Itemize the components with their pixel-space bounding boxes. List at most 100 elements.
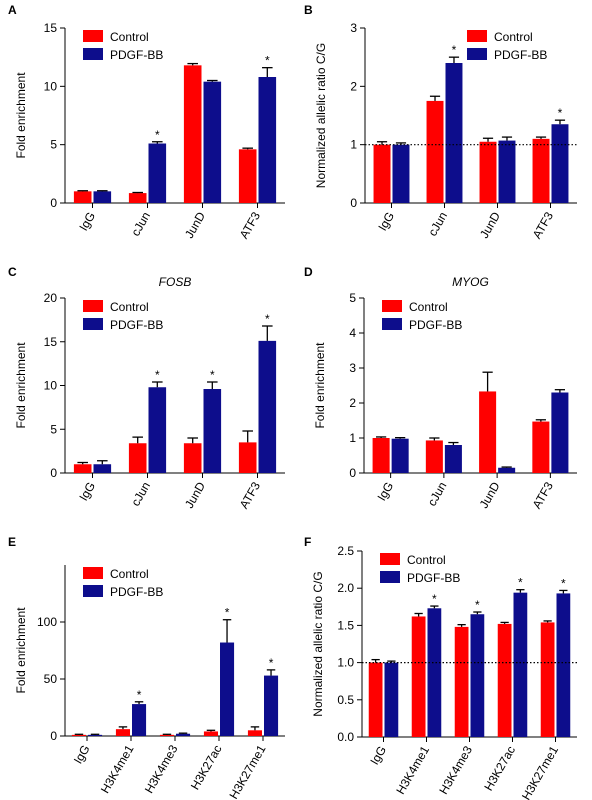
y-tick-label: 0.0 bbox=[337, 730, 354, 744]
legend-label: Control bbox=[409, 300, 448, 314]
significance-mark: * bbox=[475, 598, 480, 612]
error-bar bbox=[554, 389, 566, 393]
error-bar bbox=[516, 589, 525, 593]
legend-label: Control bbox=[110, 30, 149, 44]
error-bar bbox=[222, 619, 232, 643]
y-tick-label: 5 bbox=[50, 422, 57, 436]
panel: F Normalized allelic ratio C/G 0.0 0.5 1.0 1.… bbox=[304, 535, 577, 800]
y-tick-label: 1 bbox=[350, 138, 357, 152]
y-axis-label: Fold enrichment bbox=[14, 72, 28, 159]
error-bar bbox=[97, 460, 108, 465]
x-tick-label: IgG bbox=[374, 480, 396, 504]
x-tick-label: H3K27me1 bbox=[519, 743, 561, 800]
bar bbox=[427, 608, 442, 737]
y-tick-label: 1 bbox=[349, 431, 356, 445]
x-tick-label: H3K4me1 bbox=[98, 742, 137, 795]
panel-letter: D bbox=[304, 265, 313, 279]
bar bbox=[497, 623, 512, 737]
y-axis-label: Fold enrichment bbox=[14, 607, 28, 694]
x-tick-label: H3K4me1 bbox=[393, 743, 432, 796]
error-bar bbox=[207, 79, 218, 82]
bar bbox=[391, 438, 409, 473]
error-bar bbox=[554, 119, 566, 125]
legend-label: PDGF-BB bbox=[110, 318, 163, 332]
error-bar bbox=[77, 461, 88, 465]
bar bbox=[392, 144, 410, 203]
error-bar bbox=[501, 136, 513, 141]
bar bbox=[115, 729, 130, 736]
significance-mark: * bbox=[155, 368, 160, 382]
legend-swatch bbox=[83, 300, 103, 312]
bar bbox=[71, 734, 86, 736]
x-tick-label: ATF3 bbox=[530, 209, 557, 241]
x-tick-label: IgG bbox=[76, 480, 98, 504]
legend-label: Control bbox=[110, 300, 149, 314]
bar bbox=[203, 389, 222, 473]
bar bbox=[532, 138, 550, 203]
significance-mark: * bbox=[137, 688, 142, 702]
y-tick-label: 2 bbox=[350, 79, 357, 93]
error-bar bbox=[266, 669, 276, 676]
y-tick-label: 50 bbox=[44, 672, 58, 686]
x-tick-label: IgG bbox=[71, 743, 93, 767]
legend-swatch bbox=[382, 300, 402, 312]
legend-swatch bbox=[467, 48, 487, 60]
error-bar bbox=[429, 95, 441, 101]
y-axis-label: Normalized allelic ratio C/G bbox=[311, 571, 325, 716]
x-tick-label: IgG bbox=[367, 744, 389, 768]
error-bar bbox=[187, 437, 198, 444]
legend-swatch bbox=[83, 48, 103, 60]
error-bar bbox=[501, 466, 512, 468]
bar bbox=[247, 730, 262, 736]
legend-swatch bbox=[382, 318, 402, 330]
error-bar bbox=[242, 147, 253, 150]
y-tick-label: 5 bbox=[50, 138, 57, 152]
panel: B Normalized allelic ratio C/G 0 1 2 3 IgG cJun… bbox=[304, 3, 577, 241]
bar bbox=[183, 443, 202, 473]
error-bar bbox=[134, 701, 144, 705]
bar bbox=[93, 464, 112, 473]
legend-label: PDGF-BB bbox=[110, 585, 163, 599]
y-tick-label: 100 bbox=[37, 615, 57, 629]
significance-mark: * bbox=[225, 606, 230, 620]
error-bar bbox=[187, 62, 198, 66]
x-tick-label: ATF3 bbox=[237, 209, 264, 241]
bar bbox=[238, 149, 257, 203]
error-bar bbox=[473, 611, 482, 615]
y-tick-label: 0 bbox=[350, 196, 357, 210]
bar bbox=[88, 734, 103, 736]
legend-label: Control bbox=[407, 553, 446, 567]
error-bar bbox=[457, 624, 466, 627]
x-tick-label: IgG bbox=[375, 210, 397, 234]
error-bar bbox=[414, 612, 423, 617]
bar bbox=[93, 191, 112, 203]
x-tick-label: H3K27ac bbox=[481, 744, 518, 794]
y-tick-label: 10 bbox=[44, 79, 58, 93]
error-bar bbox=[375, 436, 387, 438]
bar bbox=[498, 140, 516, 203]
error-bar bbox=[448, 56, 460, 63]
legend-label: Control bbox=[110, 567, 149, 581]
bar bbox=[148, 143, 167, 203]
error-bar bbox=[132, 191, 143, 194]
bar bbox=[372, 438, 390, 473]
panel: D MYOG Fold enrichment 0 1 2 3 4 5 IgG cJun JunD ATF… bbox=[304, 265, 577, 511]
bar bbox=[479, 141, 497, 203]
bar bbox=[258, 340, 277, 473]
x-tick-label: JunD bbox=[182, 209, 208, 241]
bar bbox=[132, 704, 147, 736]
bar bbox=[176, 733, 191, 736]
error-bar bbox=[90, 733, 100, 735]
panel-letter: C bbox=[8, 265, 17, 279]
error-bar bbox=[376, 141, 388, 145]
y-tick-label: 3 bbox=[350, 21, 357, 35]
error-bar bbox=[77, 190, 88, 192]
error-bar bbox=[207, 381, 218, 389]
bar bbox=[551, 124, 569, 203]
error-bar bbox=[535, 419, 546, 422]
legend-swatch bbox=[467, 30, 487, 42]
error-bar bbox=[559, 589, 568, 594]
error-bar bbox=[500, 621, 509, 624]
